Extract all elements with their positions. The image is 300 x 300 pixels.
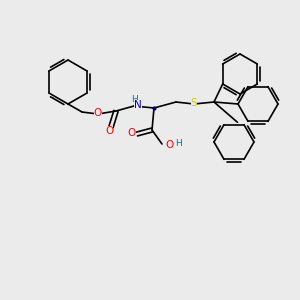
Text: S: S: [191, 98, 197, 108]
Text: H: H: [132, 95, 138, 104]
Text: O: O: [94, 108, 102, 118]
Text: H: H: [175, 139, 182, 148]
Text: O: O: [105, 126, 113, 136]
Text: N: N: [134, 100, 142, 110]
Text: O: O: [128, 128, 136, 138]
Text: O: O: [166, 140, 174, 150]
